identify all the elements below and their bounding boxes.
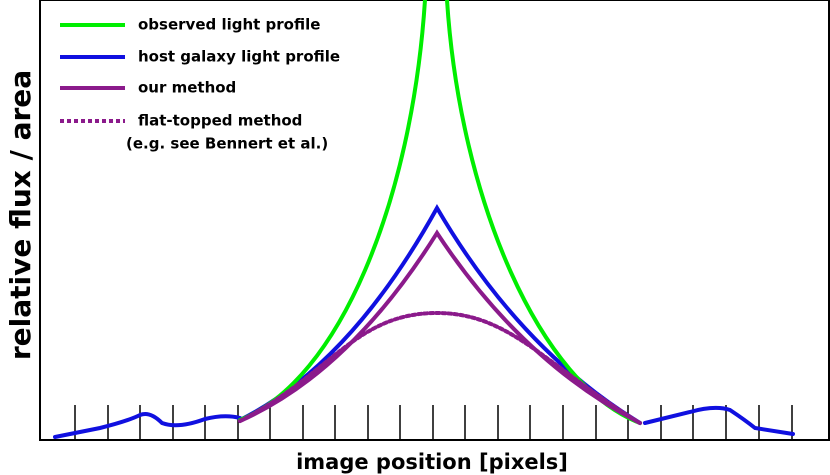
plot-frame [39,0,830,441]
x-axis-label: image position [pixels] [296,450,568,474]
legend-label: observed light profile [138,16,320,34]
host-curve-left [53,412,242,439]
legend-note: (e.g. see Bennert et al.) [126,135,328,153]
flat-topped-curve [238,310,642,425]
pixel-ticks [74,405,793,440]
legend-label: flat-topped method [138,112,302,130]
legend-label: host galaxy light profile [138,48,340,66]
y-axis-label: relative flux / area [4,70,37,360]
host-curve-right [643,405,795,436]
our-method-curve [238,229,642,425]
legend-label: our method [138,79,236,97]
